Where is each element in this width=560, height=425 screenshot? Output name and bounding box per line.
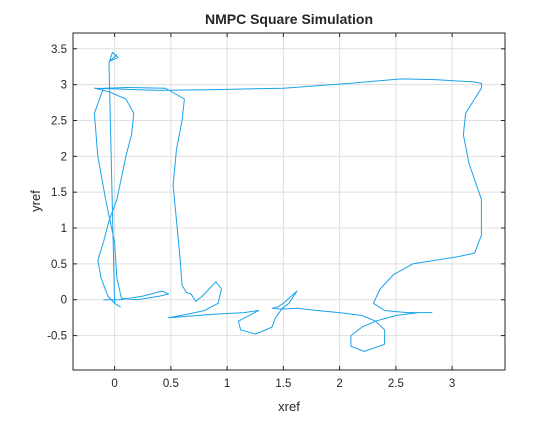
y-axis-ticks: -0.5 0 0.5 1 1.5 2 2.5 3 3.5 [47, 44, 505, 343]
x-tick-label: 0.5 [163, 378, 179, 390]
y-tick-label: -0.5 [47, 331, 67, 343]
y-tick-label: 3 [61, 80, 67, 92]
y-tick-label: 2 [61, 151, 67, 163]
x-tick-label: 3 [449, 378, 455, 390]
axes-box [72, 32, 506, 371]
chart-title: NMPC Square Simulation [205, 11, 373, 27]
y-axis-label: yref [28, 190, 43, 212]
y-tick-label: 3.5 [51, 44, 67, 56]
x-axis-ticks: 0 0.5 1 1.5 2 2.5 3 [111, 33, 455, 390]
grid [73, 33, 505, 370]
y-tick-label: 0.5 [51, 259, 67, 271]
x-tick-label: 1 [224, 378, 230, 390]
plot-area [93, 51, 482, 352]
axes-background [73, 33, 505, 370]
x-tick-label: 2 [336, 378, 342, 390]
x-tick-label: 1.5 [275, 378, 291, 390]
trajectory-series-line [93, 51, 482, 352]
x-axis-label: xref [278, 399, 300, 414]
x-tick-label: 0 [111, 378, 117, 390]
y-tick-label: 1.5 [51, 187, 67, 199]
y-tick-label: 2.5 [51, 115, 67, 127]
x-tick-label: 2.5 [388, 378, 404, 390]
y-tick-label: 1 [61, 223, 67, 235]
y-tick-label: 0 [61, 295, 67, 307]
